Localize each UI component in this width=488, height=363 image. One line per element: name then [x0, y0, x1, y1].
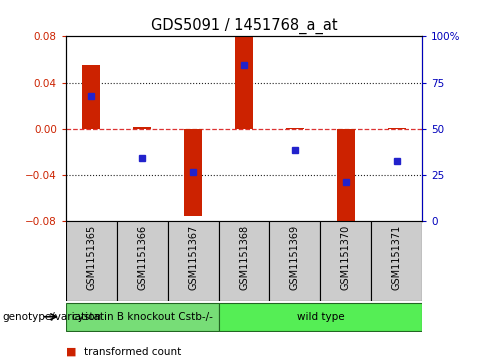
Text: GSM1151367: GSM1151367	[188, 225, 198, 290]
Bar	[66, 221, 117, 301]
Title: GDS5091 / 1451768_a_at: GDS5091 / 1451768_a_at	[151, 17, 337, 33]
Text: GSM1151370: GSM1151370	[341, 225, 351, 290]
Text: GSM1151365: GSM1151365	[86, 225, 96, 290]
Text: ■: ■	[66, 347, 77, 357]
Bar	[219, 303, 422, 331]
Bar	[320, 221, 371, 301]
Text: GSM1151371: GSM1151371	[392, 225, 402, 290]
Bar	[184, 129, 202, 216]
Bar	[235, 34, 253, 129]
Text: transformed count: transformed count	[84, 347, 182, 357]
Text: cystatin B knockout Cstb-/-: cystatin B knockout Cstb-/-	[72, 312, 213, 322]
Bar	[219, 221, 269, 301]
Bar	[82, 65, 100, 129]
Bar	[286, 128, 304, 129]
Bar	[371, 221, 422, 301]
Bar	[66, 303, 219, 331]
Text: GSM1151369: GSM1151369	[290, 225, 300, 290]
Bar	[388, 128, 406, 129]
Bar	[133, 127, 151, 129]
Text: genotype/variation: genotype/variation	[2, 312, 102, 322]
Text: GSM1151368: GSM1151368	[239, 225, 249, 290]
Bar	[168, 221, 219, 301]
Bar	[337, 129, 355, 224]
Bar	[269, 221, 320, 301]
Text: wild type: wild type	[297, 312, 344, 322]
Text: GSM1151366: GSM1151366	[137, 225, 147, 290]
Bar	[117, 221, 168, 301]
